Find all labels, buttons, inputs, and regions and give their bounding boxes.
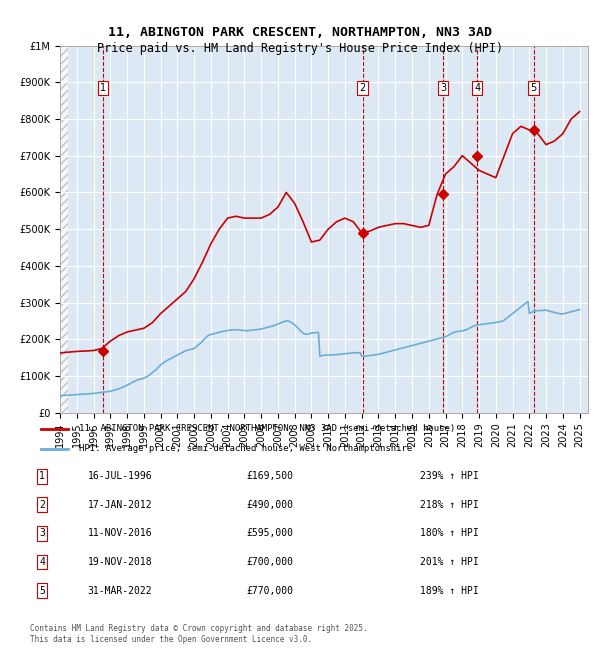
Text: 189% ↑ HPI: 189% ↑ HPI: [420, 586, 479, 595]
Text: 3: 3: [440, 83, 446, 93]
Text: 218% ↑ HPI: 218% ↑ HPI: [420, 500, 479, 510]
Text: £770,000: £770,000: [247, 586, 293, 595]
Text: 239% ↑ HPI: 239% ↑ HPI: [420, 471, 479, 481]
Text: £700,000: £700,000: [247, 557, 293, 567]
Text: £595,000: £595,000: [247, 528, 293, 538]
Text: 180% ↑ HPI: 180% ↑ HPI: [420, 528, 479, 538]
Text: 1: 1: [39, 471, 45, 481]
Text: 11, ABINGTON PARK CRESCENT, NORTHAMPTON, NN3 3AD: 11, ABINGTON PARK CRESCENT, NORTHAMPTON,…: [108, 26, 492, 39]
Text: 5: 5: [530, 83, 536, 93]
Text: 5: 5: [39, 586, 45, 595]
Text: 11-NOV-2016: 11-NOV-2016: [88, 528, 152, 538]
Text: 201% ↑ HPI: 201% ↑ HPI: [420, 557, 479, 567]
Text: 2: 2: [359, 83, 365, 93]
Text: 31-MAR-2022: 31-MAR-2022: [88, 586, 152, 595]
Text: £490,000: £490,000: [247, 500, 293, 510]
Text: 11, ABINGTON PARK CRESCENT, NORTHAMPTON, NN3 3AD (semi-detached house): 11, ABINGTON PARK CRESCENT, NORTHAMPTON,…: [79, 424, 455, 434]
Text: 2: 2: [39, 500, 45, 510]
Text: HPI: Average price, semi-detached house, West Northamptonshire: HPI: Average price, semi-detached house,…: [79, 444, 412, 453]
Text: 4: 4: [39, 557, 45, 567]
Text: 3: 3: [39, 528, 45, 538]
Text: 4: 4: [474, 83, 480, 93]
Text: 1: 1: [100, 83, 106, 93]
Text: Price paid vs. HM Land Registry's House Price Index (HPI): Price paid vs. HM Land Registry's House …: [97, 42, 503, 55]
Text: Contains HM Land Registry data © Crown copyright and database right 2025.
This d: Contains HM Land Registry data © Crown c…: [30, 624, 368, 644]
Text: £169,500: £169,500: [247, 471, 293, 481]
Text: 16-JUL-1996: 16-JUL-1996: [88, 471, 152, 481]
Text: 19-NOV-2018: 19-NOV-2018: [88, 557, 152, 567]
Text: 17-JAN-2012: 17-JAN-2012: [88, 500, 152, 510]
